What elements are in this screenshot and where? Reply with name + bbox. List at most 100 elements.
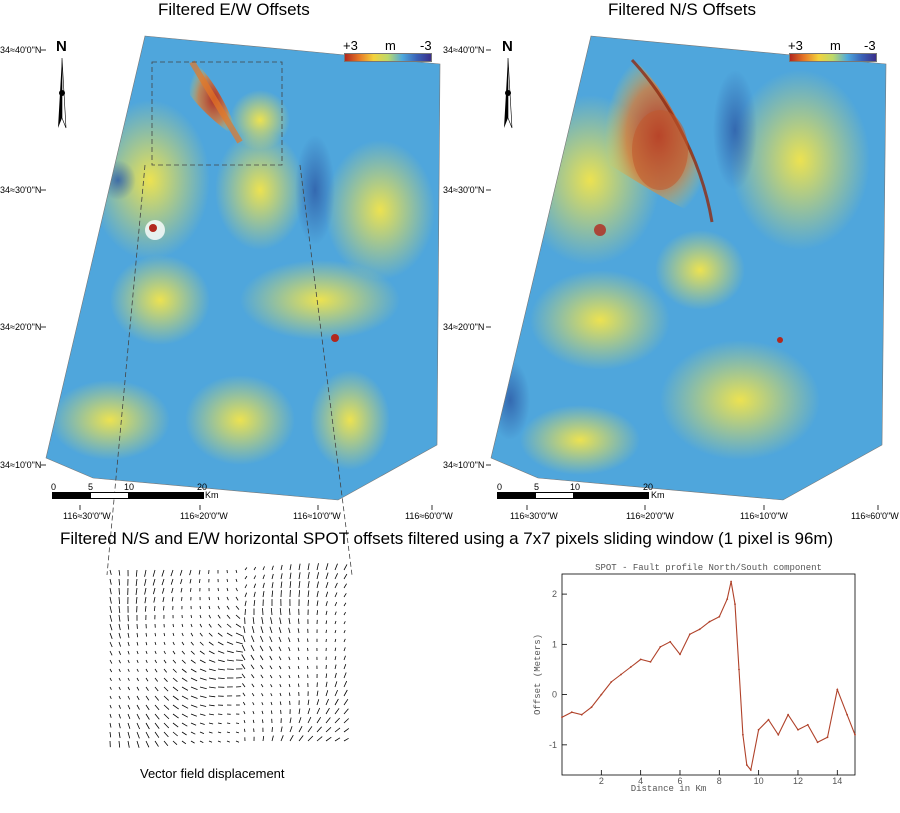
north-arrow-ns	[504, 57, 513, 129]
vector-arrow	[226, 578, 228, 582]
vector-arrow	[262, 566, 265, 571]
vector-arrow	[181, 713, 188, 718]
vector-arrow	[316, 600, 319, 607]
vector-arrow	[288, 675, 291, 679]
vector-arrow	[307, 638, 309, 643]
vector-arrow	[118, 686, 121, 690]
vector-arrow	[217, 713, 223, 715]
data-point	[649, 661, 652, 663]
vector-arrow	[242, 692, 246, 697]
figure-caption: Filtered N/S and E/W horizontal SPOT off…	[60, 529, 834, 548]
vector-arrow	[343, 573, 348, 580]
vector-arrow	[199, 650, 205, 655]
vector-arrow	[235, 587, 238, 592]
vector-arrow	[270, 684, 273, 688]
vector-arrow	[217, 659, 225, 663]
vector-arrow	[235, 722, 240, 724]
vector-arrow	[316, 707, 321, 715]
vector-arrow	[190, 722, 197, 726]
vector-arrow	[235, 731, 240, 734]
north-label-ns: N	[502, 38, 513, 55]
vector-arrow	[307, 590, 310, 598]
vector-arrow	[289, 581, 292, 589]
vector-arrow	[127, 668, 130, 672]
vector-arrow	[163, 659, 167, 664]
vector-arrow	[109, 632, 113, 639]
vector-arrow	[163, 668, 168, 673]
vector-arrow	[127, 623, 130, 630]
data-point	[749, 769, 752, 771]
vector-arrow	[144, 596, 147, 604]
vector-arrow	[190, 668, 197, 673]
y-tick-label: -1	[549, 740, 557, 750]
vector-arrow	[217, 722, 222, 725]
data-point	[561, 716, 563, 719]
vector-arrow	[144, 569, 147, 577]
vector-arrow	[199, 731, 205, 734]
vector-arrow	[118, 695, 121, 700]
vector-arrow	[261, 693, 264, 697]
data-point	[757, 728, 760, 731]
vector-arrow	[170, 569, 174, 577]
vector-arrow	[208, 722, 214, 725]
vector-arrow	[297, 674, 300, 679]
data-point	[745, 764, 748, 766]
vector-arrow	[226, 623, 232, 628]
data-point	[679, 653, 681, 656]
vector-arrow	[270, 617, 273, 625]
vector-arrow	[163, 695, 169, 701]
vector-arrow	[208, 605, 211, 610]
data-point	[718, 615, 721, 618]
vector-arrow	[135, 587, 138, 595]
vector-arrow	[235, 641, 243, 645]
vector-arrow	[334, 689, 338, 697]
vector-arrow	[154, 704, 160, 711]
vector-arrow	[334, 611, 337, 616]
vector-arrow	[190, 614, 192, 618]
vector-arrow	[190, 650, 195, 655]
vector-arrow	[145, 731, 150, 739]
vector-arrow	[190, 731, 196, 735]
vector-arrow	[217, 632, 223, 637]
vector-arrow	[334, 638, 337, 643]
vector-arrow	[199, 659, 206, 664]
vector-arrow	[199, 695, 207, 698]
vector-arrow	[181, 731, 187, 736]
vector-arrow	[270, 693, 273, 697]
vector-arrow	[269, 646, 273, 652]
vector-arrow	[226, 722, 231, 724]
vector-arrow	[316, 581, 319, 589]
vector-arrow	[253, 575, 257, 580]
vector-arrow	[217, 587, 219, 592]
vector-arrow	[334, 681, 338, 688]
vector-arrow	[243, 711, 246, 715]
vector-arrow	[118, 704, 121, 709]
vector-arrow	[325, 601, 328, 607]
vector-arrow	[199, 668, 207, 672]
data-point	[669, 640, 672, 643]
vector-arrow	[118, 722, 121, 729]
vector-arrow	[199, 578, 201, 583]
vector-arrow	[316, 563, 319, 571]
vector-arrow	[343, 655, 346, 661]
vector-arrow	[199, 605, 201, 610]
vector-arrow	[251, 683, 255, 688]
vector-arrow	[334, 717, 340, 724]
vector-arrow	[288, 637, 291, 643]
lon-label: 116≈60'0"W	[851, 511, 899, 521]
vector-arrow	[297, 647, 300, 652]
vector-arrow	[289, 735, 294, 742]
vector-arrow	[109, 614, 113, 622]
vector-arrow	[153, 596, 156, 603]
vector-arrow	[288, 656, 291, 661]
vector-arrow	[190, 686, 198, 690]
scale-tick: 10	[570, 482, 581, 492]
vector-arrow	[181, 677, 188, 682]
vector-arrow	[270, 710, 273, 715]
scale-tick: 0	[497, 482, 503, 492]
vector-arrow	[316, 736, 323, 742]
vector-arrow	[199, 614, 202, 619]
vector-arrow	[252, 719, 255, 724]
vector-arrow	[261, 617, 264, 625]
vector-arrow	[180, 587, 183, 593]
